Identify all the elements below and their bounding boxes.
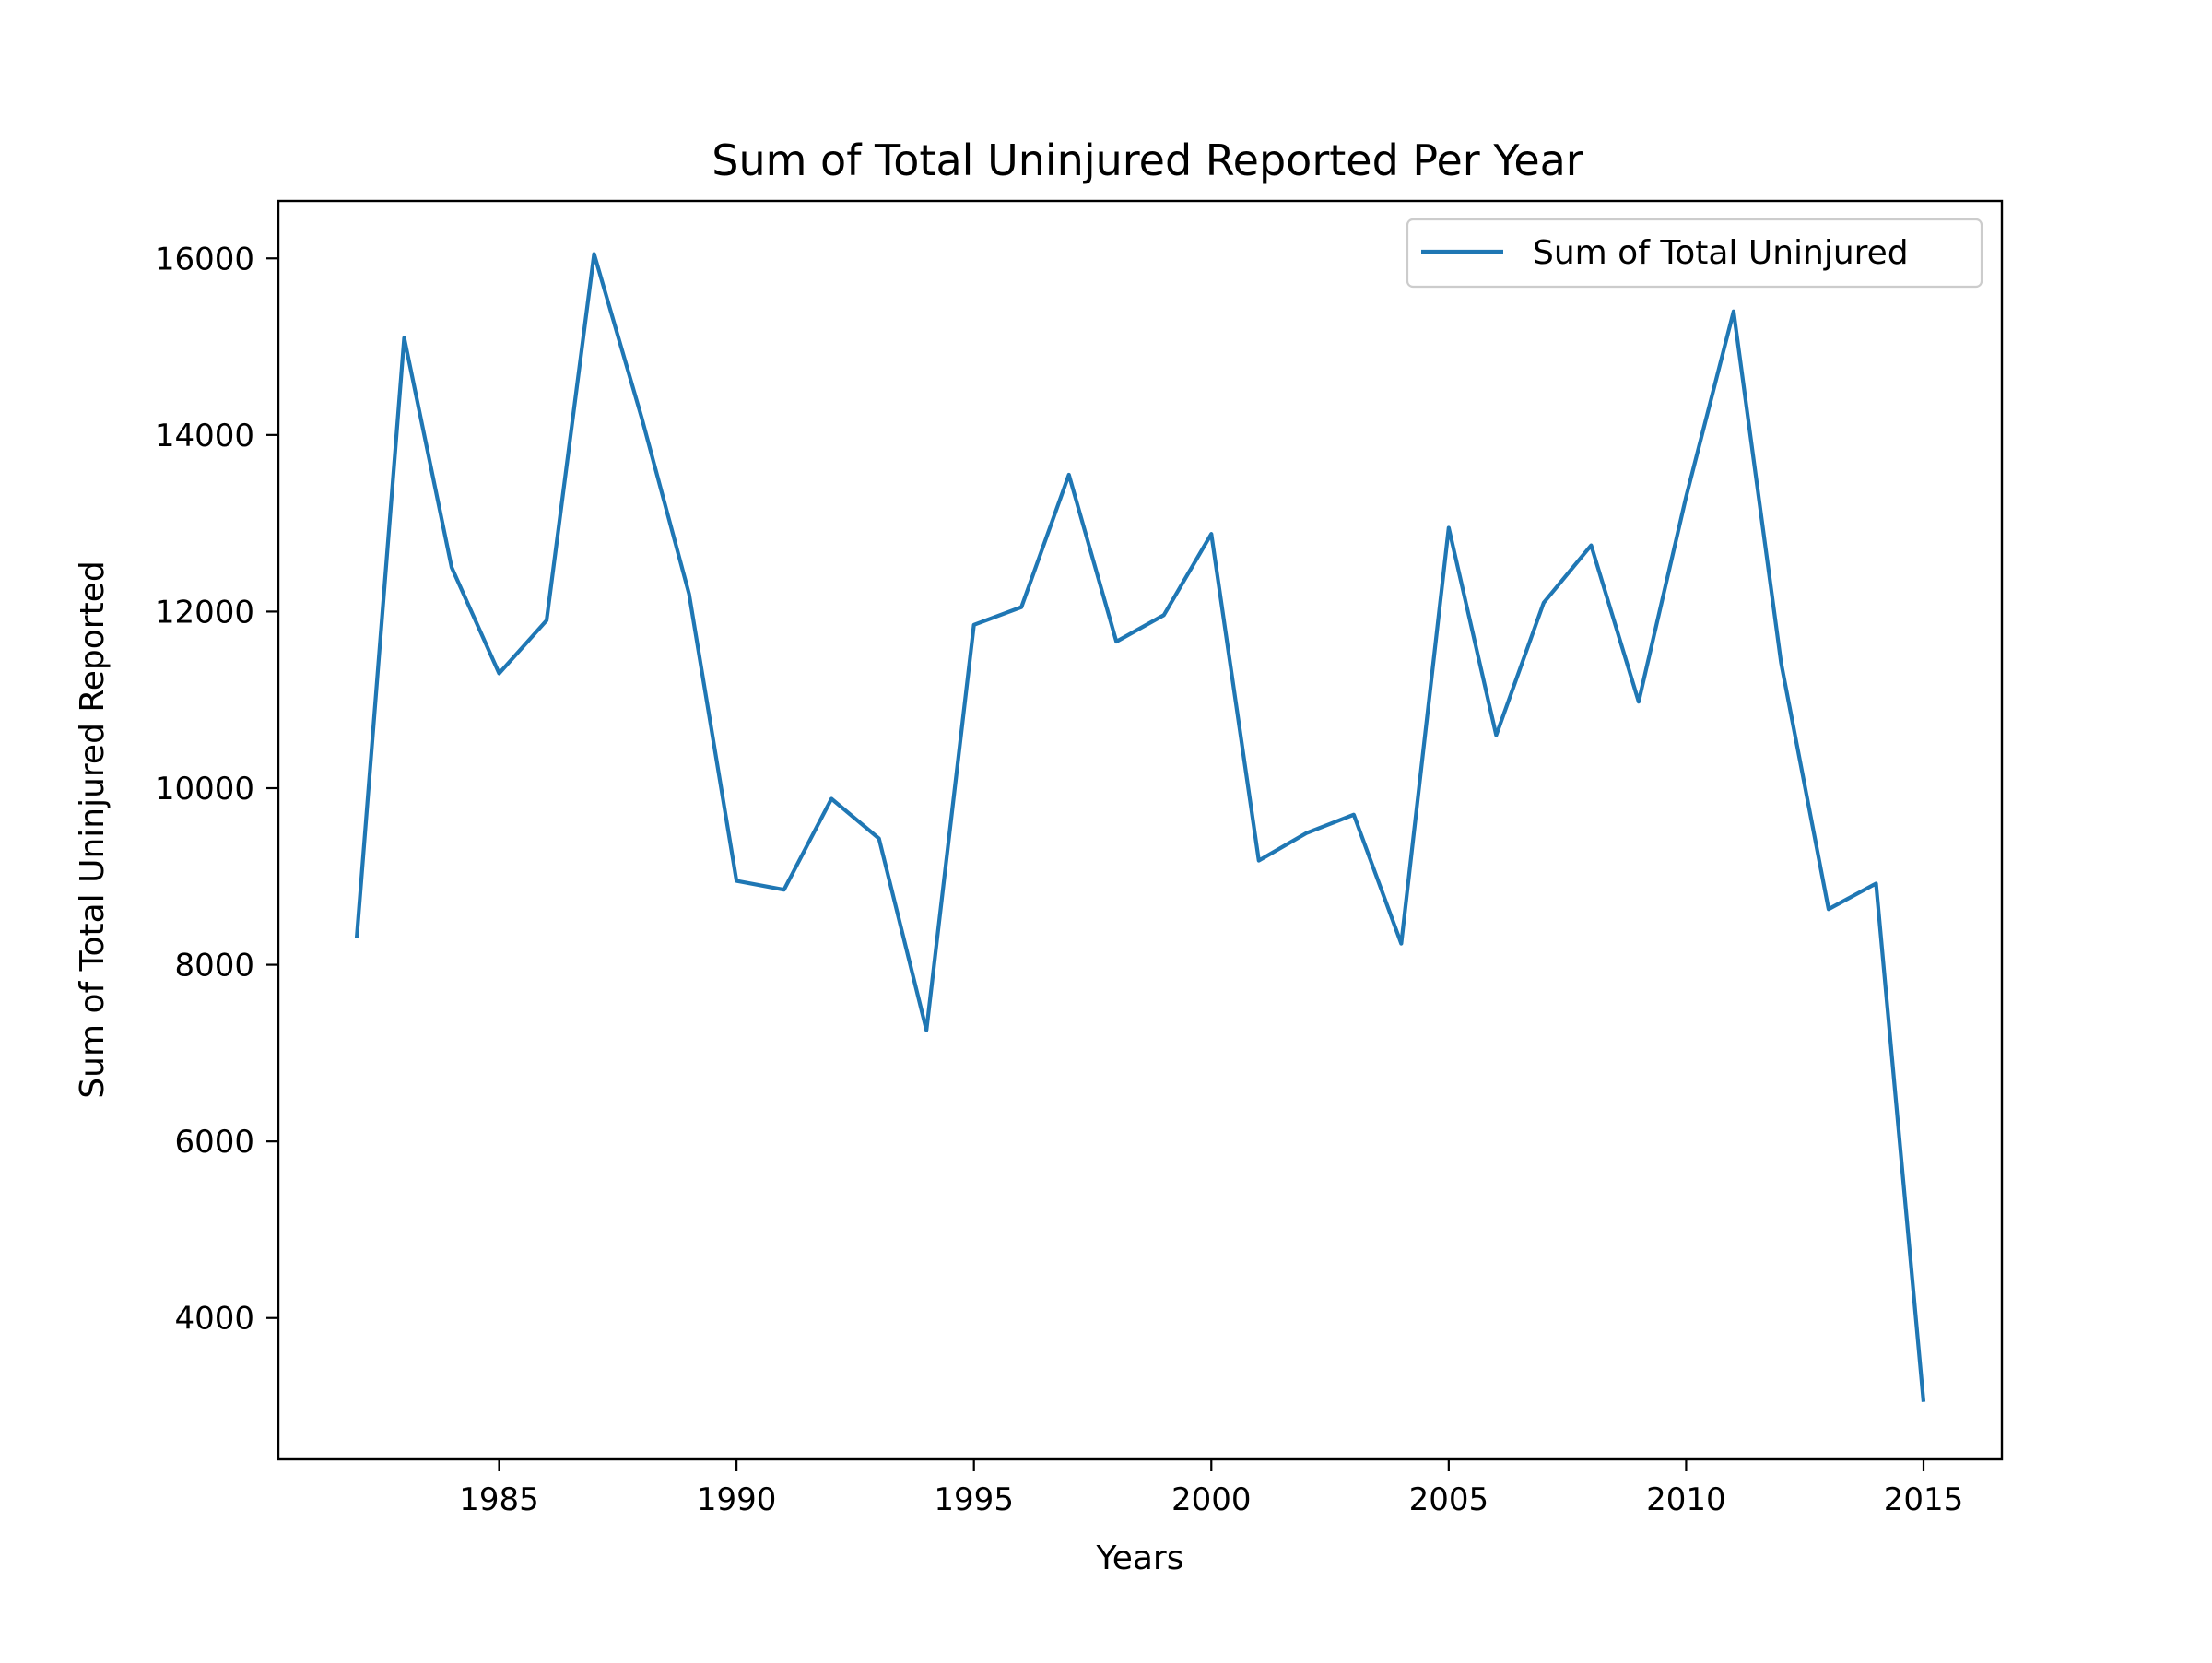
plot-frame (276, 199, 2004, 1461)
x-tick-label: 1985 (459, 1481, 539, 1518)
x-axis: 1985 1990 1995 2000 2005 2010 2015 (459, 1459, 1963, 1518)
series-layer (354, 252, 1926, 1402)
y-axis: 4000 6000 8000 10000 12000 14000 16000 (155, 241, 278, 1338)
x-tick-label: 2000 (1171, 1481, 1252, 1518)
series-line-0 (354, 252, 1926, 1402)
y-tick-label: 14000 (155, 418, 254, 454)
y-tick-label: 4000 (174, 1301, 254, 1338)
x-tick-label: 2015 (1884, 1481, 1964, 1518)
y-tick-label: 16000 (155, 241, 254, 277)
plot-area (276, 199, 2004, 1461)
x-tick-label: 1990 (697, 1481, 777, 1518)
y-tick-label: 12000 (155, 594, 254, 631)
chart-title: Sum of Total Uninjured Reported Per Year (712, 136, 1583, 185)
x-tick-label: 2010 (1646, 1481, 1726, 1518)
legend-label: Sum of Total Uninjured (1533, 234, 1909, 272)
y-axis-label: Sum of Total Uninjured Reported (74, 560, 112, 1098)
y-tick-label: 10000 (155, 771, 254, 808)
x-tick-label: 1995 (934, 1481, 1014, 1518)
legend: Sum of Total Uninjured (1406, 218, 1983, 289)
legend-box (1406, 218, 1983, 289)
x-axis-label: Years (1096, 1539, 1184, 1577)
y-tick-label: 6000 (174, 1124, 254, 1161)
x-tick-label: 2005 (1409, 1481, 1489, 1518)
y-tick-label: 8000 (174, 948, 254, 985)
